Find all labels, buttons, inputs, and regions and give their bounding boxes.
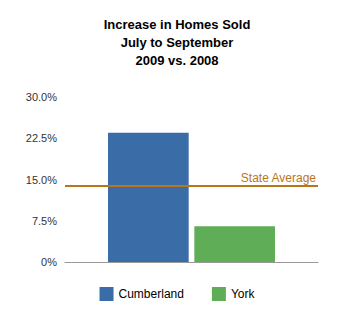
svg-text:22.5%: 22.5% bbox=[26, 132, 57, 144]
svg-text:York: York bbox=[231, 287, 256, 301]
svg-text:15.0%: 15.0% bbox=[26, 174, 57, 186]
svg-text:July to September: July to September bbox=[121, 35, 234, 50]
svg-text:Cumberland: Cumberland bbox=[119, 287, 184, 301]
svg-text:State Average: State Average bbox=[241, 171, 316, 185]
svg-text:2009 vs. 2008: 2009 vs. 2008 bbox=[135, 53, 218, 68]
svg-text:Increase in Homes Sold: Increase in Homes Sold bbox=[104, 17, 251, 32]
svg-text:7.5%: 7.5% bbox=[32, 215, 57, 227]
svg-text:30.0%: 30.0% bbox=[26, 91, 57, 103]
svg-text:0%: 0% bbox=[41, 256, 57, 268]
